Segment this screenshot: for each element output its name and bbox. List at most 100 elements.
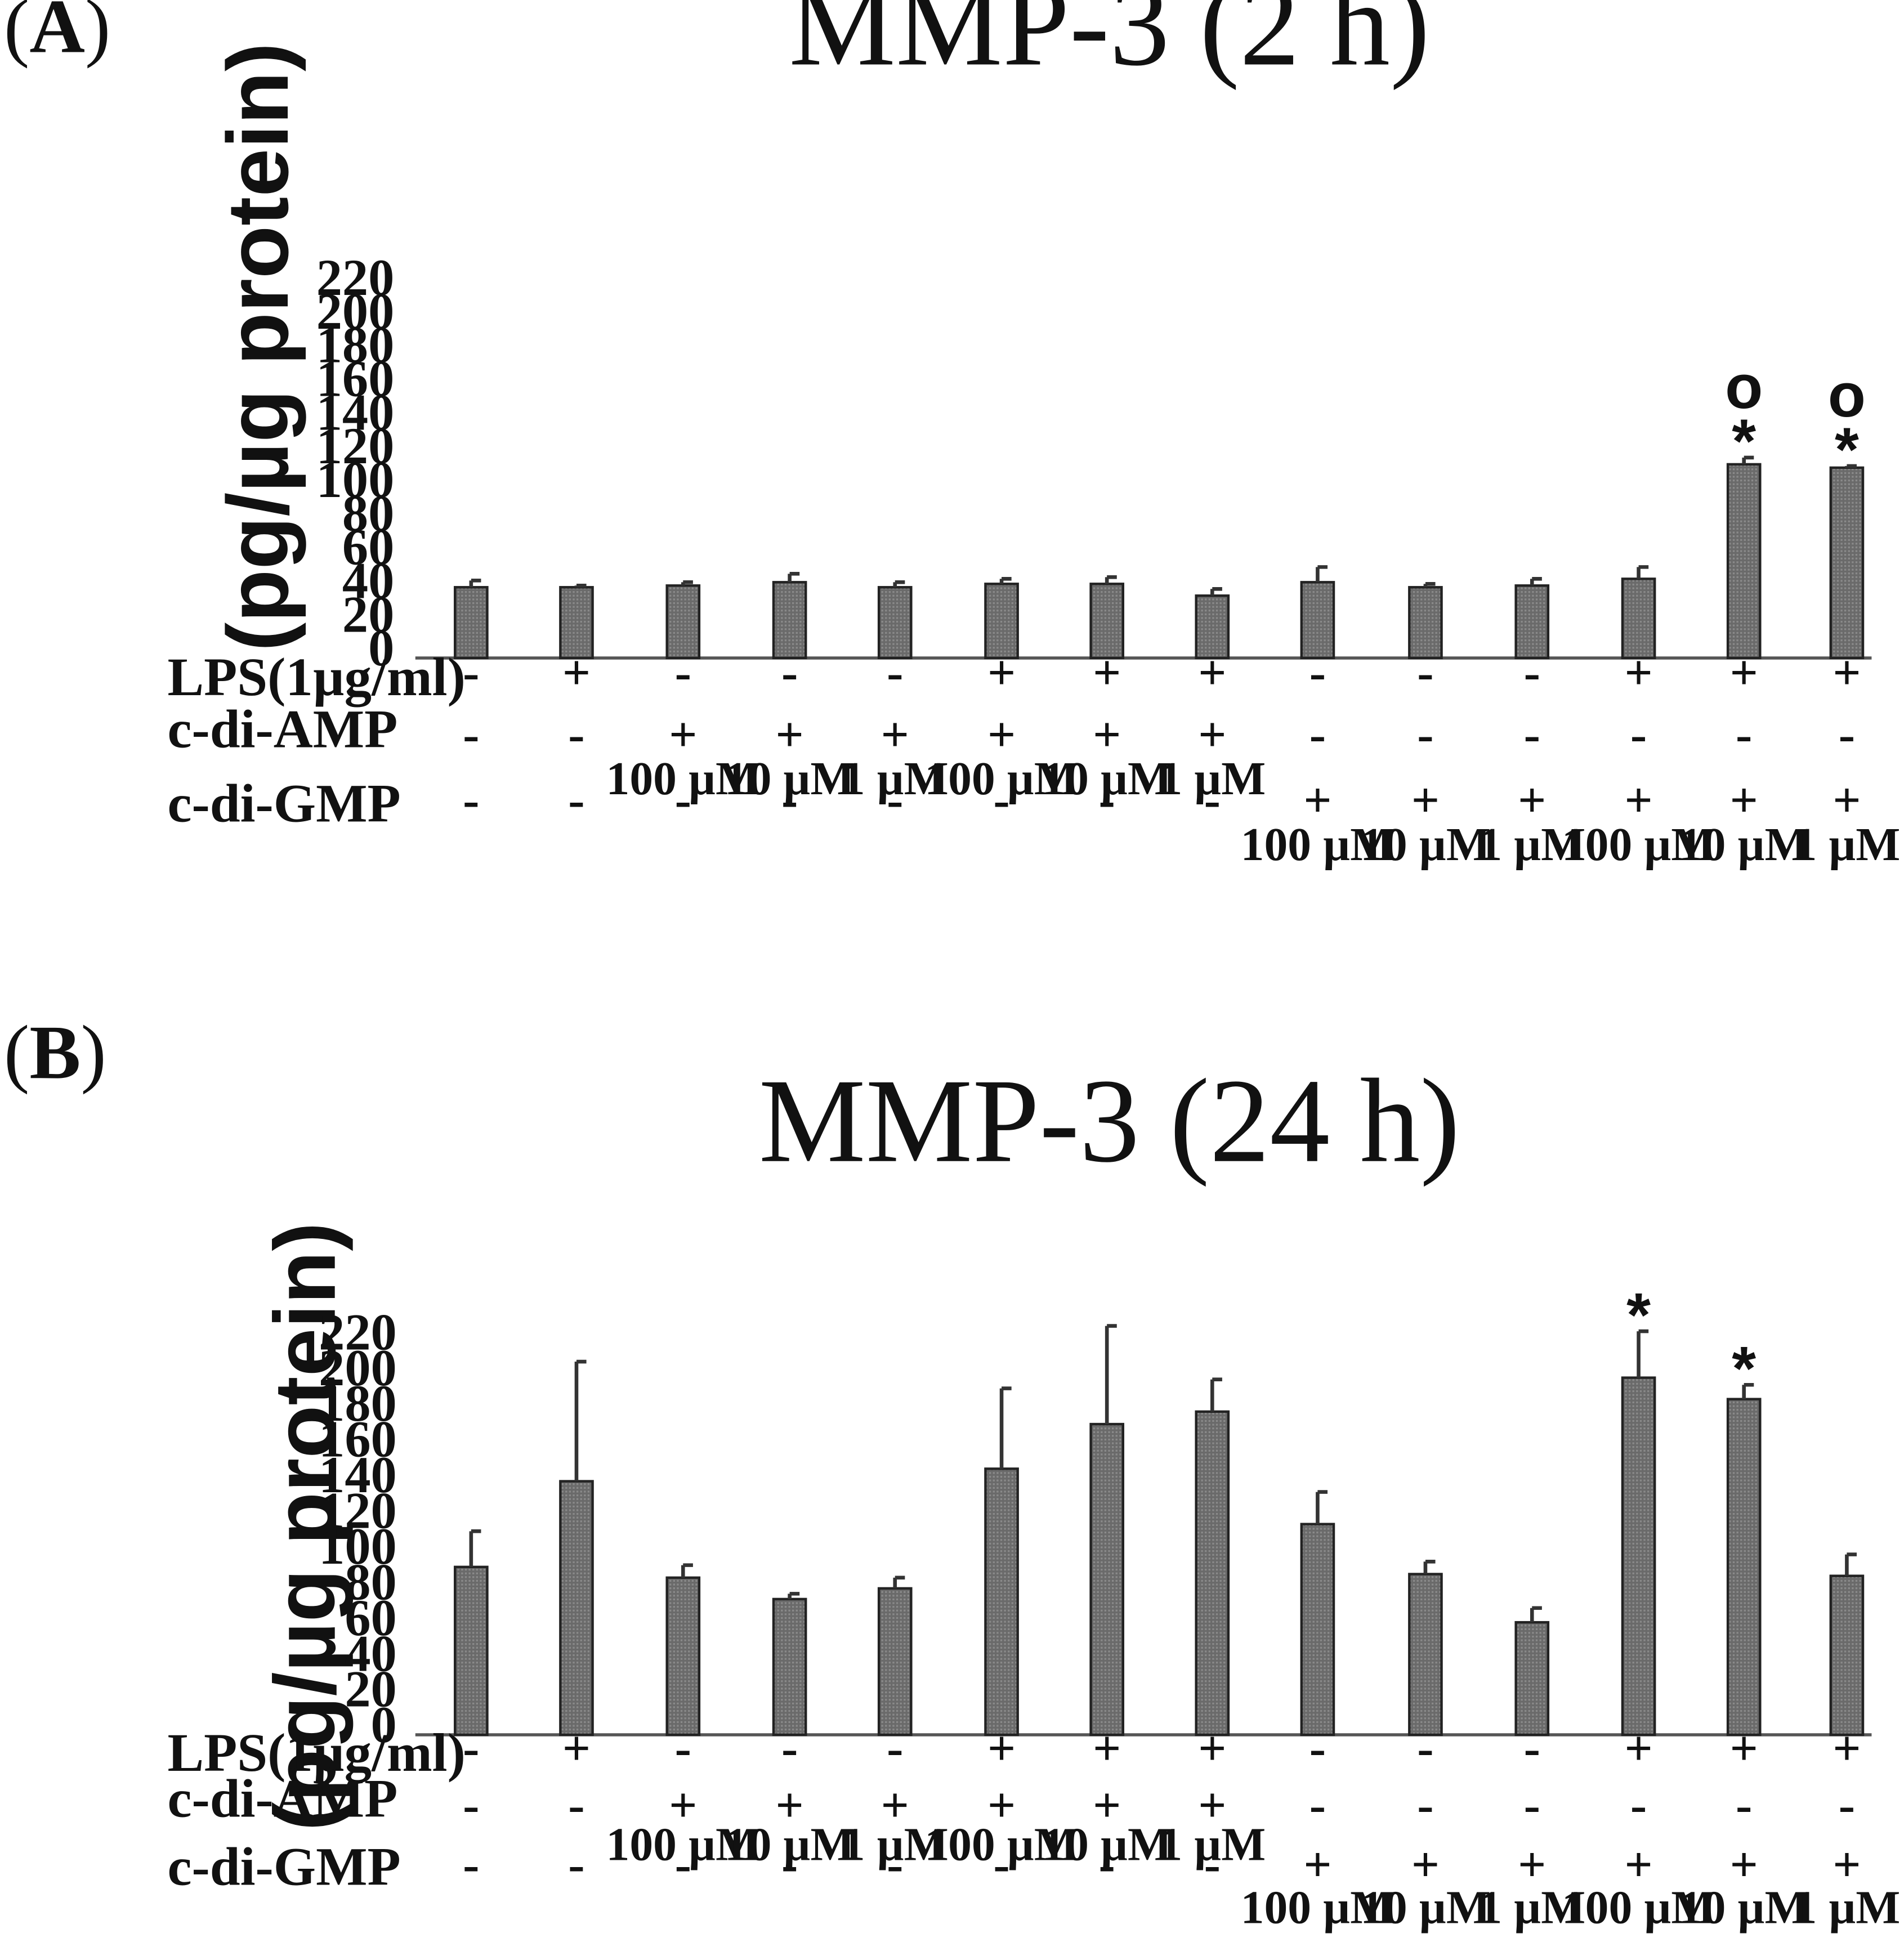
significance-circle: o: [1725, 352, 1763, 422]
y-tick-label-b: 20: [345, 1660, 396, 1718]
lps-sign-a: +: [1833, 646, 1861, 700]
bar-a-14: [1829, 466, 1865, 660]
error-bar-b-13: [1742, 1382, 1754, 1399]
bar-a-12: [1621, 578, 1656, 660]
amp-concentration-b: 10 µM: [1042, 1818, 1172, 1870]
lps-sign-a: -: [781, 646, 798, 700]
panel-letter-b: B: [29, 1009, 81, 1095]
panel-b: (B) MMP-3 (24 h) (pg/µg protein) 0204060…: [4, 1009, 1900, 1933]
error-bar-b-7: [1105, 1324, 1117, 1425]
error-bars-b: [469, 1324, 1857, 1623]
bar-b-9: [1300, 1523, 1335, 1736]
y-tick-label-a: 120: [316, 417, 395, 475]
amp-sign-b: -: [1417, 1778, 1433, 1833]
row-label-amp-a: c-di-AMP: [168, 699, 398, 759]
lps-sign-a: +: [1624, 646, 1652, 700]
amp-concentration-a: 1 µM: [842, 753, 949, 805]
error-bar-a-3: [681, 580, 693, 586]
amp-sign-a: -: [1736, 708, 1752, 762]
row-label-lps-a: LPS(1µg/ml): [168, 647, 466, 707]
error-bar-b-4: [788, 1592, 800, 1599]
gmp-sign-b: -: [781, 1838, 798, 1892]
significance-circle: o: [1828, 361, 1866, 430]
amp-sign-b: -: [1736, 1778, 1752, 1833]
amp-sign-b: -: [568, 1778, 584, 1833]
amp-sign-a: -: [463, 708, 479, 762]
gmp-concentration-a: 100 µM: [1241, 818, 1395, 871]
error-bar-a-10: [1423, 582, 1436, 588]
y-tick-label-a: 0: [368, 619, 394, 677]
gmp-concentration-a: 1 µM: [1478, 818, 1585, 871]
lps-sign-a: -: [1524, 646, 1540, 700]
row-label-gmp-a: c-di-GMP: [168, 773, 401, 834]
amp-concentration-a: 1 µM: [1159, 753, 1266, 805]
amp-sign-a: -: [1417, 708, 1433, 762]
gmp-sign-a: -: [993, 773, 1009, 828]
bar-b-2: [559, 1480, 594, 1736]
error-bar-a-4: [788, 572, 800, 583]
lps-sign-a: -: [1309, 646, 1326, 700]
bar-a-3: [665, 584, 701, 660]
gmp-sign-b: +: [1833, 1838, 1861, 1892]
y-tick-label-a: 40: [342, 552, 394, 609]
gmp-concentration-b: 100 µM: [1562, 1882, 1716, 1934]
lps-sign-a: -: [887, 646, 903, 700]
gmp-sign-a: +: [1411, 773, 1440, 828]
y-tick-label-a: 200: [316, 283, 395, 340]
error-bar-a-1: [469, 579, 481, 588]
gmp-sign-b: -: [1099, 1838, 1115, 1892]
amp-concentration-b: 100 µM: [924, 1818, 1079, 1870]
bar-b-3: [665, 1576, 701, 1736]
bar-a-2: [559, 586, 594, 660]
y-tick-label-b: 160: [319, 1411, 397, 1468]
bar-a-8: [1195, 594, 1230, 660]
amp-concentration-a: 100 µM: [924, 753, 1079, 805]
error-bars-a: [469, 455, 1857, 596]
gmp-concentration-b: 100 µM: [1241, 1882, 1395, 1934]
amp-sign-b: +: [1093, 1778, 1121, 1833]
gmp-concentration-b: 1 µM: [1478, 1882, 1585, 1934]
gmp-sign-a: -: [887, 773, 903, 828]
y-tick-label-b: 60: [345, 1589, 396, 1646]
error-bar-a-14: [1845, 464, 1857, 468]
y-tick-label-b: 40: [345, 1624, 396, 1682]
amp-concentration-b: 1 µM: [842, 1818, 949, 1870]
gmp-concentration-b: 1 µM: [1793, 1882, 1900, 1934]
y-tick-label-b: 140: [319, 1446, 397, 1503]
bar-b-14: [1829, 1574, 1865, 1736]
bar-b-10: [1408, 1573, 1443, 1736]
gmp-sign-a: +: [1624, 773, 1652, 828]
y-tick-label-b: 100: [319, 1518, 397, 1575]
y-tick-label-a: 60: [342, 518, 394, 576]
lps-sign-b: -: [675, 1721, 691, 1776]
lps-sign-b: +: [562, 1721, 591, 1776]
bars-b: [454, 1376, 1865, 1736]
error-bar-b-12: [1637, 1329, 1649, 1378]
y-tick-label-b: 80: [345, 1553, 396, 1610]
amp-concentration-a: 10 µM: [725, 753, 855, 805]
error-bar-b-2: [574, 1359, 587, 1482]
row-label-lps-b: LPS(1µg/ml): [168, 1722, 466, 1783]
bar-b-4: [772, 1597, 807, 1736]
lps-sign-b: +: [1624, 1721, 1652, 1776]
y-tick-label-a: 20: [342, 585, 394, 643]
treatment-table-a: LPS(1µg/ml) c-di-AMP c-di-GMP - - - + - - - +10…: [168, 646, 1901, 871]
lps-sign-a: +: [1198, 646, 1226, 700]
y-tick-label-b: 120: [319, 1482, 397, 1539]
lps-sign-b: +: [987, 1721, 1016, 1776]
chart-title-b: MMP-3 (24 h): [759, 1055, 1460, 1188]
gmp-sign-b: +: [1518, 1838, 1546, 1892]
amp-sign-b: +: [1198, 1778, 1226, 1833]
significance-marks-b: **: [1626, 1281, 1756, 1403]
panel-letter-a: A: [29, 0, 85, 69]
error-bar-a-12: [1637, 565, 1649, 579]
gmp-sign-a: -: [1204, 773, 1221, 828]
amp-concentration-b: 100 µM: [606, 1818, 761, 1870]
amp-sign-a: -: [1839, 708, 1855, 762]
lps-sign-b: -: [781, 1721, 798, 1776]
lps-sign-b: -: [1524, 1721, 1540, 1776]
lps-sign-a: -: [675, 646, 691, 700]
amp-sign-a: -: [568, 708, 584, 762]
row-label-amp-b: c-di-AMP: [168, 1768, 398, 1828]
